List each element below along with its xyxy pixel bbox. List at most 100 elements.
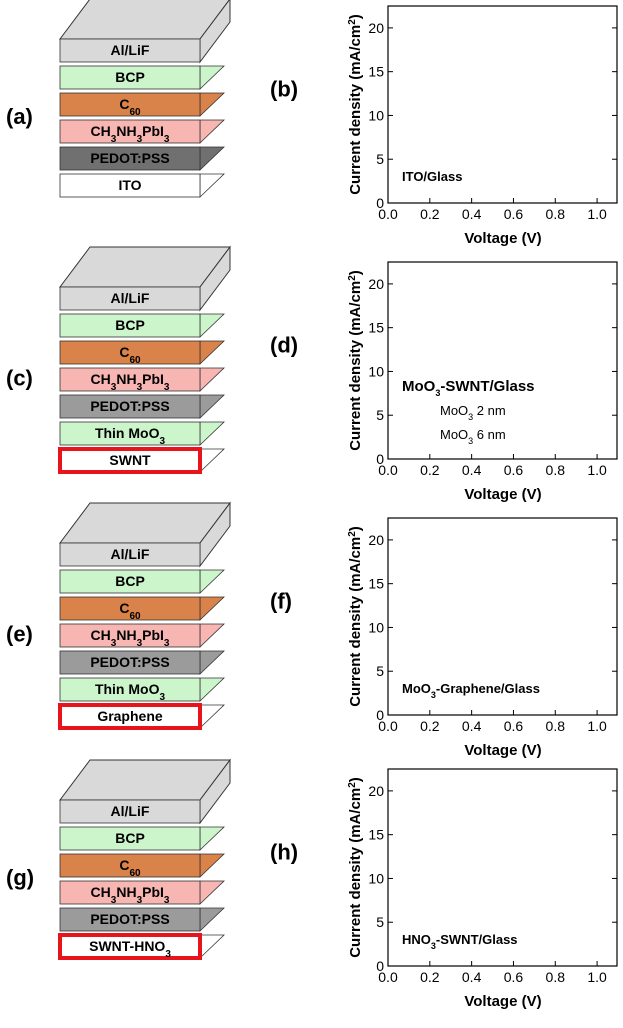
script-text: 2 xyxy=(347,782,358,788)
annotation: MoO3 2 nm xyxy=(440,403,506,422)
x-tick-label: 1.0 xyxy=(587,462,607,478)
text-part: C xyxy=(119,96,129,112)
annotation: MoO3 6 nm xyxy=(440,427,506,446)
x-tick-label: 0.6 xyxy=(504,969,524,985)
y-tick-label: 15 xyxy=(368,320,384,336)
text-part: Graphene xyxy=(97,708,163,724)
text-part: PEDOT:PSS xyxy=(90,654,169,670)
text-part: CH xyxy=(91,627,111,643)
script-text: 3 xyxy=(468,436,473,446)
panel-label: (e) xyxy=(6,621,33,646)
layer-side xyxy=(199,880,225,905)
text-part: BCP xyxy=(115,317,145,333)
x-tick-label: 0.4 xyxy=(462,718,482,734)
y-axis-label: Current density (mA/cm2) xyxy=(347,526,365,707)
layer-label: CH3NH3PbI3 xyxy=(91,371,170,393)
y-tick-label: 20 xyxy=(368,783,384,799)
text-part: MoO xyxy=(440,427,468,442)
text-part: ITO xyxy=(118,177,141,193)
y-tick-label: 15 xyxy=(368,576,384,592)
panel-label: (h) xyxy=(270,839,298,864)
layer-label: PEDOT:PSS xyxy=(90,150,169,166)
layer xyxy=(59,650,201,675)
x-tick-label: 0.2 xyxy=(420,462,440,478)
layer-side xyxy=(199,146,225,171)
layer-side xyxy=(199,704,225,729)
script-text: 60 xyxy=(130,868,142,879)
text-part: PEDOT:PSS xyxy=(90,911,169,927)
layer-label: Al/LiF xyxy=(111,803,150,819)
script-text: 3 xyxy=(164,134,170,145)
x-tick-label: 0.0 xyxy=(378,462,398,478)
layer xyxy=(59,340,201,365)
layer-label: BCP xyxy=(115,69,145,85)
script-text: 3 xyxy=(159,436,165,447)
script-text: 3 xyxy=(111,638,117,649)
text-part: HNO xyxy=(402,932,431,947)
y-tick-label: 20 xyxy=(368,20,384,36)
script-text: 3 xyxy=(431,690,436,700)
text-part: MoO xyxy=(402,681,431,696)
text-part: Al/LiF xyxy=(111,546,150,562)
x-tick-label: 0.0 xyxy=(378,206,398,222)
layer-side xyxy=(199,569,225,594)
text-part: PEDOT:PSS xyxy=(90,150,169,166)
layer-label: CH3NH3PbI3 xyxy=(91,627,170,649)
layer-side xyxy=(199,448,225,473)
script-text: 3 xyxy=(137,134,143,145)
plot-frame xyxy=(387,517,618,716)
layer xyxy=(59,367,201,392)
layer-label: Thin MoO3 xyxy=(95,681,166,703)
text-part: Current density (mA/cm xyxy=(347,25,364,195)
y-tick-label: 20 xyxy=(368,276,384,292)
layer-label: BCP xyxy=(115,317,145,333)
y-tick-label: 15 xyxy=(368,64,384,80)
y-axis-label: Current density (mA/cm2) xyxy=(347,777,365,958)
x-tick-label: 0.2 xyxy=(420,718,440,734)
text-part: Thin MoO xyxy=(95,425,160,441)
script-text: 3 xyxy=(164,638,170,649)
text-part: ) xyxy=(347,777,364,782)
layer xyxy=(59,119,201,144)
layer xyxy=(59,146,201,171)
layer-label: CH3NH3PbI3 xyxy=(91,123,170,145)
y-tick-label: 5 xyxy=(376,407,384,423)
y-axis-label: Current density (mA/cm2) xyxy=(347,270,365,451)
y-tick-label: 20 xyxy=(368,532,384,548)
text-part: PbI xyxy=(142,123,164,139)
layer-side xyxy=(199,853,225,878)
script-text: 2 xyxy=(347,275,358,281)
text-part: ) xyxy=(347,270,364,275)
layer-label: PEDOT:PSS xyxy=(90,398,169,414)
x-tick-label: 0.8 xyxy=(546,718,566,734)
text-part: Thin MoO xyxy=(95,681,160,697)
layer-side xyxy=(199,173,225,198)
script-text: 3 xyxy=(431,941,436,951)
text-part: BCP xyxy=(115,69,145,85)
y-tick-label: 0 xyxy=(376,958,384,974)
text-part: NH xyxy=(116,884,136,900)
plot-frame xyxy=(387,5,618,204)
text-part: PbI xyxy=(142,884,164,900)
text-part: BCP xyxy=(115,573,145,589)
y-tick-label: 0 xyxy=(376,707,384,723)
text-part: NH xyxy=(116,627,136,643)
layer xyxy=(59,65,201,90)
x-tick-label: 1.0 xyxy=(587,718,607,734)
text-part: SWNT-HNO xyxy=(89,938,165,954)
text-part: SWNT xyxy=(109,452,151,468)
text-part: CH xyxy=(91,371,111,387)
layer-label: Graphene xyxy=(97,708,163,724)
text-part: PbI xyxy=(142,627,164,643)
x-tick-label: 0.8 xyxy=(546,462,566,478)
layer-label: ITO xyxy=(118,177,141,193)
text-part: ITO/Glass xyxy=(402,169,462,184)
layer-side xyxy=(199,623,225,648)
layer-side xyxy=(199,313,225,338)
layer xyxy=(59,286,201,311)
x-tick-label: 1.0 xyxy=(587,969,607,985)
layer xyxy=(59,569,201,594)
text-part: Al/LiF xyxy=(111,290,150,306)
text-part: -Graphene/Glass xyxy=(436,681,540,696)
layer xyxy=(59,596,201,621)
